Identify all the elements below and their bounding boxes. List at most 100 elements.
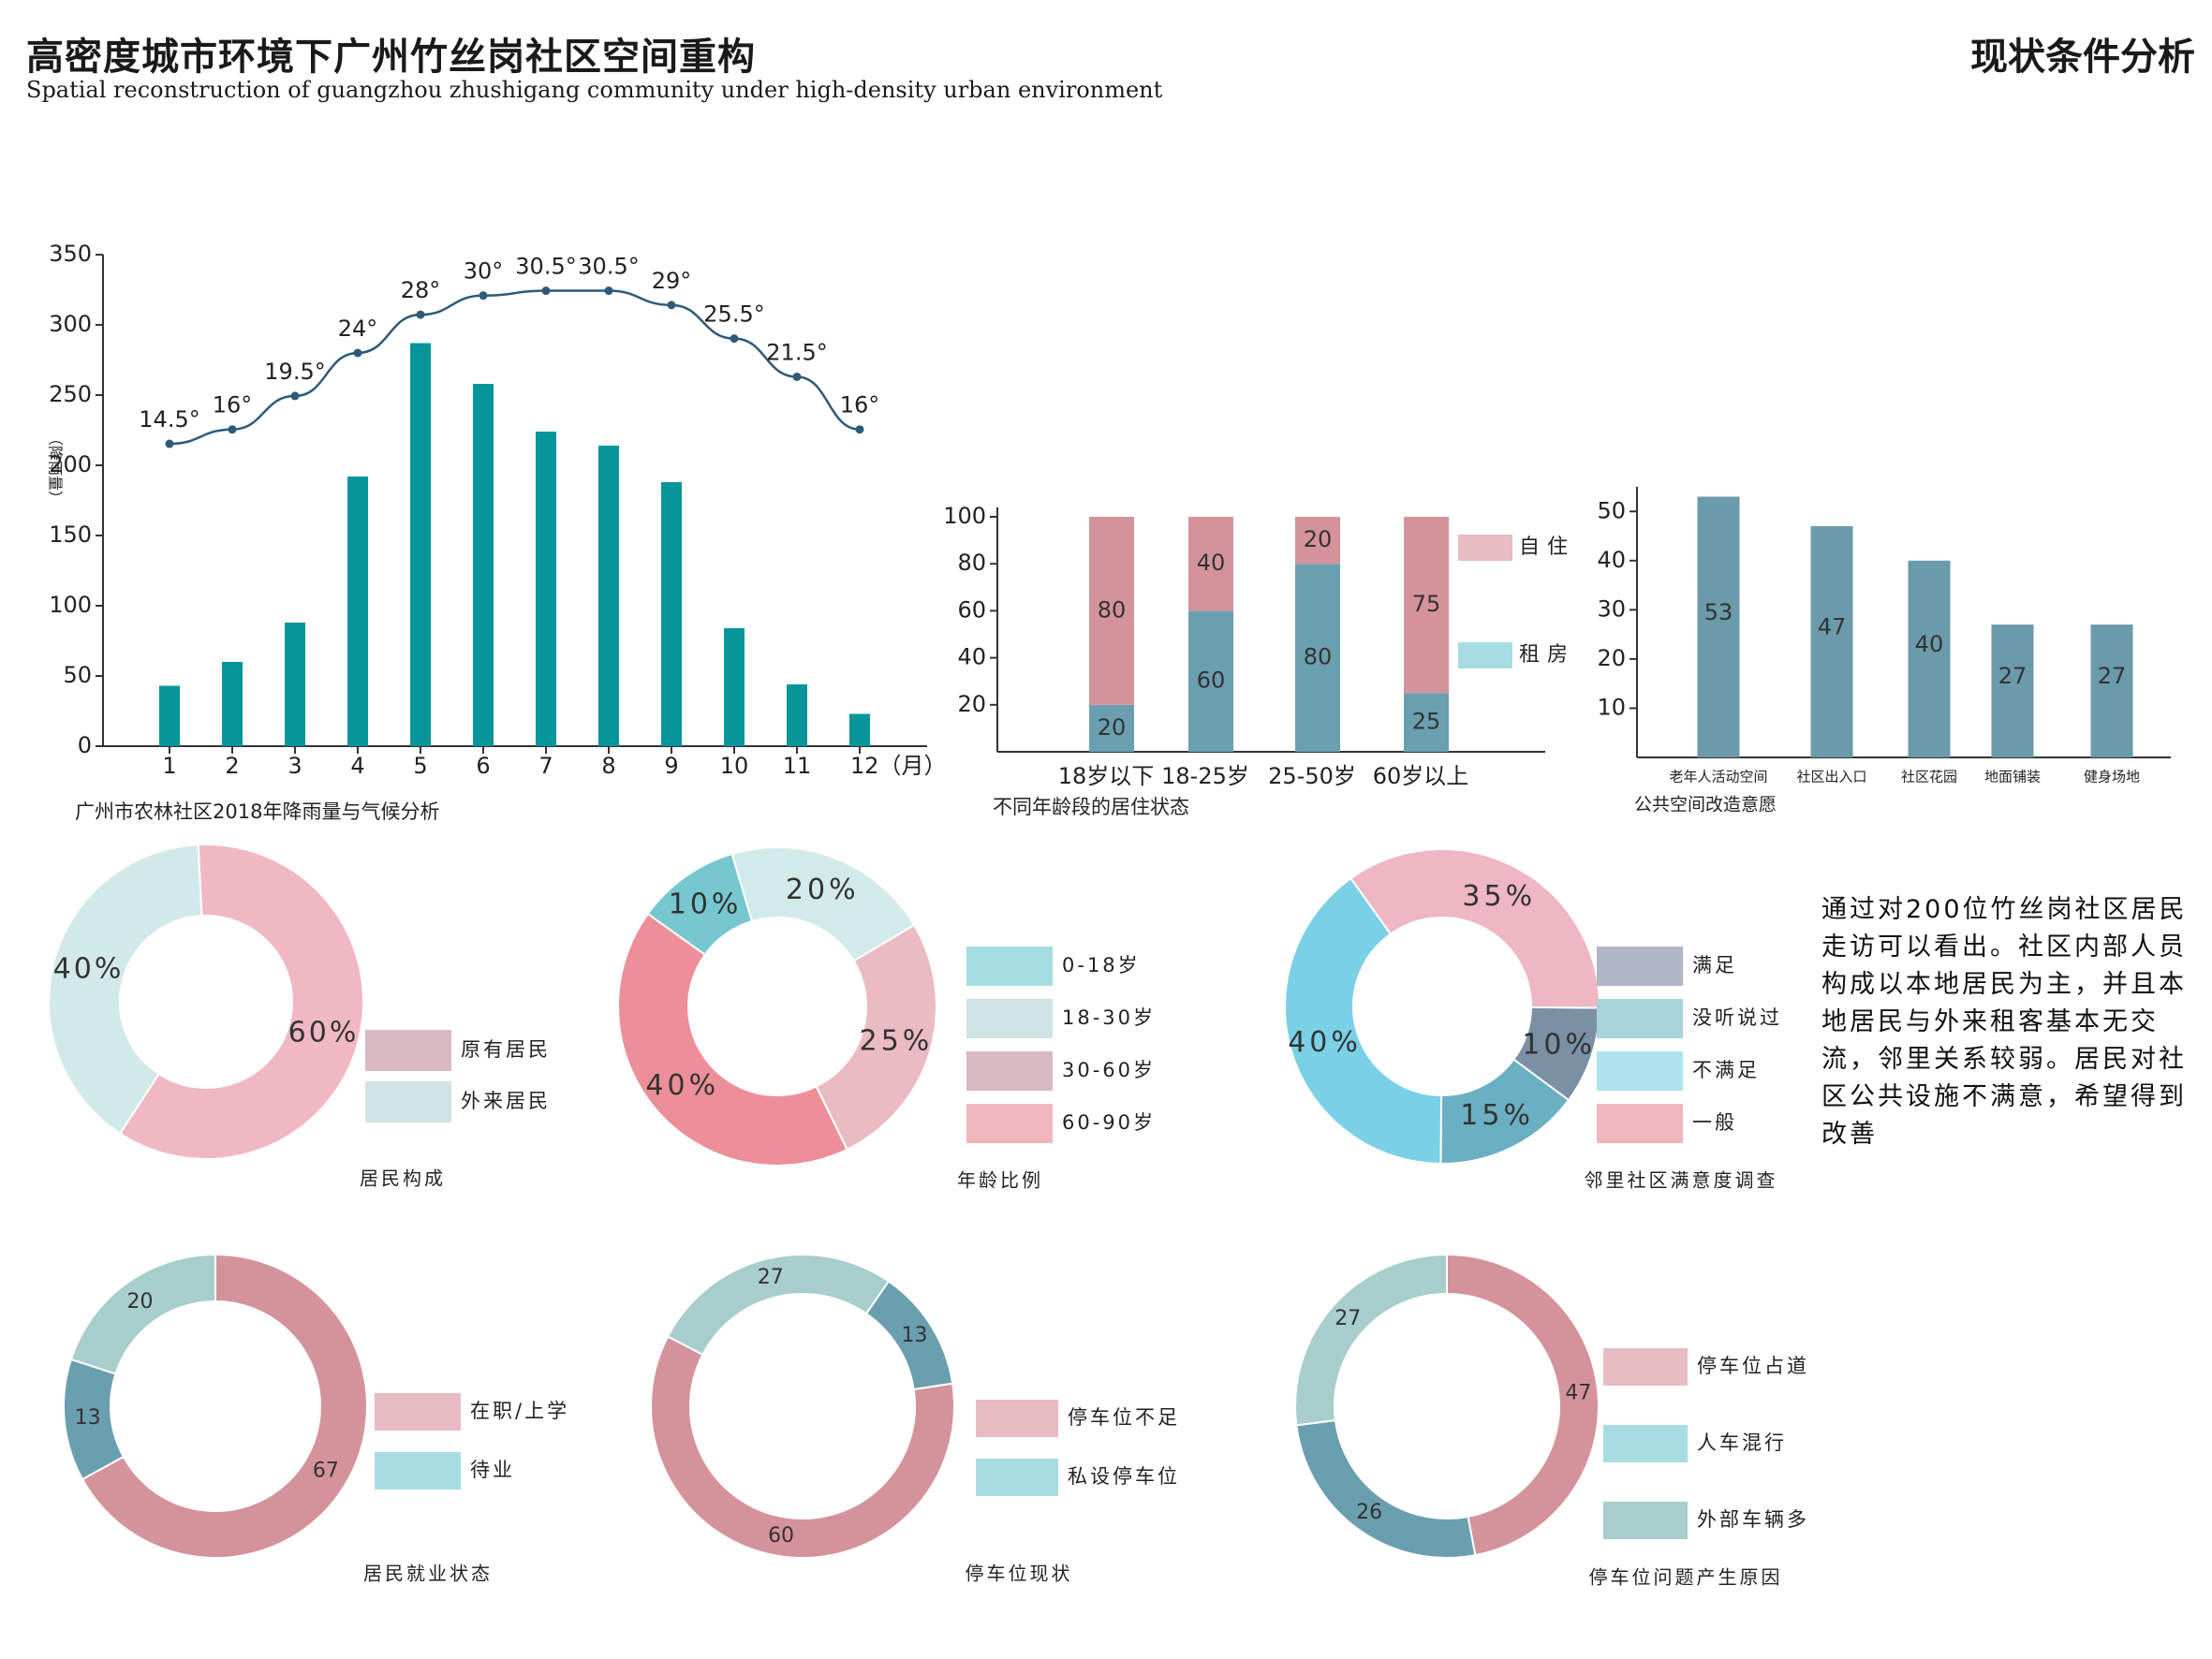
- y-tick-label: 20: [1597, 645, 1626, 671]
- legend-label: 不满足: [1692, 1059, 1760, 1081]
- x-tick-label: 社区花园: [1901, 769, 1957, 785]
- slice-label: 20: [126, 1290, 153, 1314]
- stacked-bar: [1089, 704, 1134, 752]
- donut-slice: [81, 1253, 368, 1559]
- legend-swatch: [1597, 999, 1683, 1038]
- slice-label: 67: [313, 1460, 339, 1483]
- y-tick-label: 80: [957, 550, 986, 576]
- temperature-point: [792, 373, 802, 381]
- legend-swatch: [375, 1393, 461, 1431]
- donut-slice: [730, 846, 916, 962]
- legend-swatch: [1603, 1348, 1688, 1386]
- slice-label: 10%: [1522, 1028, 1596, 1061]
- legend-swatch: [1603, 1425, 1688, 1462]
- x-tick-label: 4: [350, 753, 364, 779]
- legend-label: 原有居民: [461, 1038, 551, 1061]
- y-tick-label: 300: [49, 311, 92, 337]
- y-tick-label: 200: [49, 451, 92, 477]
- bar-value-label: 53: [1704, 599, 1733, 625]
- x-tick-label: 9: [664, 753, 678, 779]
- chart-caption: 年龄比例: [957, 1169, 1043, 1192]
- legend-label: 停车位不足: [1068, 1406, 1180, 1429]
- slice-label: 13: [75, 1406, 101, 1430]
- legend-label: 60-90岁: [1062, 1111, 1156, 1134]
- slice-label: 40%: [1288, 1026, 1362, 1059]
- x-tick-label: 地面铺装: [1984, 769, 2041, 785]
- temperature-label: 30.5°: [515, 254, 576, 280]
- legend-label: 待业: [470, 1459, 515, 1481]
- temperature-point: [855, 425, 864, 434]
- y-tick-label: 40: [957, 644, 986, 670]
- stacked-bar: [1404, 693, 1449, 752]
- bar: [410, 343, 431, 746]
- bar-value-label: 40: [1197, 550, 1226, 576]
- bar: [1991, 624, 2034, 757]
- bar-value-label: 80: [1098, 596, 1127, 623]
- temperature-point: [479, 291, 488, 301]
- slice-label: 47: [1565, 1382, 1591, 1405]
- temperature-label: 29°: [652, 268, 692, 294]
- legend-label: 外部车辆多: [1697, 1508, 1809, 1531]
- slice-label: 35%: [1462, 880, 1536, 913]
- temperature-label: 19.5°: [264, 359, 325, 385]
- temperature-point: [604, 286, 613, 296]
- slice-label: 20%: [786, 874, 860, 906]
- x-tick-label: 5: [413, 753, 427, 779]
- age-residence-chart: 20 40 60 80 100 20 80 18岁以下 60 40 18-25岁 80 20 25-50岁…: [943, 503, 1575, 818]
- legend-label: 外来居民: [461, 1090, 551, 1112]
- legend-label: 租房: [1519, 643, 1575, 667]
- legend-label: 在职/上学: [470, 1400, 569, 1422]
- x-tick-label: 11: [783, 753, 812, 779]
- public-space-chart: 10 20 30 40 50 53 老年人活动空间 47 社区出入口 40 社区花园 27 地面铺装 27…: [1597, 487, 2171, 815]
- stacked-bar: [1295, 517, 1340, 565]
- x-tick-label: 8: [601, 753, 615, 779]
- legend-swatch: [966, 947, 1053, 986]
- page-subtitle: Spatial reconstruction of guangzhou zhus…: [26, 77, 1163, 103]
- y-tick-label: 30: [1597, 595, 1626, 622]
- donut-slice: [69, 1253, 216, 1375]
- donut-slice: [1446, 1253, 1600, 1557]
- bar: [1810, 526, 1853, 757]
- x-tick-label: 1: [162, 753, 176, 779]
- x-tick-label: 18岁以下: [1058, 763, 1155, 789]
- legend-label: 满足: [1692, 954, 1737, 976]
- bar-value-label: 20: [1098, 714, 1127, 741]
- bar-value-label: 27: [1998, 663, 2028, 689]
- donut-slice: [1349, 848, 1600, 1009]
- slice-label: 40%: [645, 1069, 719, 1102]
- slice-label: 10%: [669, 888, 743, 921]
- x-tick-label: 25-50岁: [1268, 763, 1356, 789]
- slice-label: 26: [1356, 1501, 1382, 1524]
- y-axis-label: （降雨量）: [47, 431, 65, 506]
- x-tick-label: 60岁以上: [1373, 763, 1469, 789]
- bar: [661, 482, 682, 746]
- donut-slice: [864, 1280, 954, 1391]
- y-tick-label: 100: [943, 503, 986, 529]
- legend-swatch: [1458, 642, 1512, 668]
- slice-label: 27: [758, 1266, 784, 1289]
- page-title: 高密度城市环境下广州竹丝岗社区空间重构: [26, 35, 756, 79]
- legend-label: 没听说过: [1692, 1006, 1782, 1029]
- bar-value-label: 40: [1915, 631, 1944, 657]
- temperature-point: [290, 391, 300, 401]
- donut-slice: [815, 923, 937, 1152]
- legend-label: 停车位占道: [1697, 1355, 1809, 1377]
- x-tick-label: 6: [476, 753, 490, 779]
- legend-swatch: [976, 1459, 1058, 1496]
- temperature-label: 24°: [338, 316, 378, 342]
- bar: [724, 628, 745, 746]
- bar-value-label: 75: [1412, 591, 1441, 617]
- bar: [787, 684, 807, 746]
- temperature-point: [416, 310, 425, 319]
- legend-swatch: [1458, 535, 1512, 561]
- temperature-label: 16°: [213, 392, 253, 418]
- x-tick-label: 7: [538, 753, 553, 779]
- y-tick-label: 250: [49, 381, 92, 407]
- stacked-bar: [1404, 517, 1449, 694]
- y-tick-label: 150: [49, 521, 92, 548]
